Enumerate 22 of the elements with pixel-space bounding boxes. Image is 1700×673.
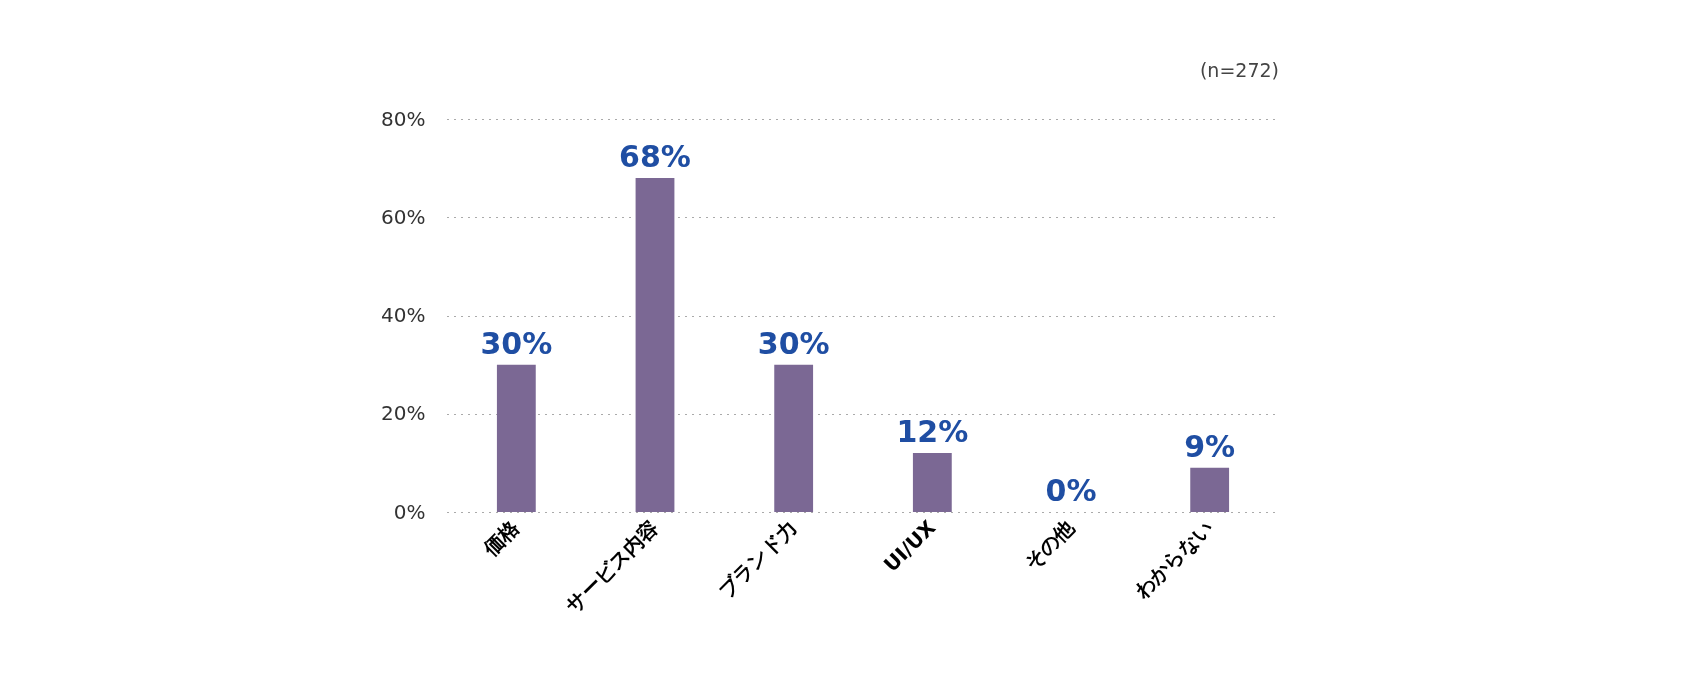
bar — [1190, 467, 1230, 512]
data-label: 9% — [1184, 428, 1236, 464]
bar — [774, 364, 814, 512]
text: (n=272) — [1199, 59, 1279, 81]
bar — [912, 453, 952, 512]
x-tick-label: ブランド力 — [713, 515, 802, 603]
data-label: 68% — [619, 138, 691, 174]
y-tick-label: 40% — [381, 303, 426, 327]
bar — [635, 177, 675, 512]
y-tick-label: 20% — [381, 401, 426, 426]
data-label: 30% — [480, 325, 553, 361]
data-label: 12% — [896, 414, 969, 450]
x-tick-label: わからない — [1129, 515, 1218, 604]
y-tick-label: 60% — [381, 204, 426, 229]
y-tick-label: 0% — [393, 499, 426, 524]
data-label: 30% — [757, 325, 830, 361]
y-tick-label: 80% — [381, 106, 426, 131]
data-label: 0% — [1045, 473, 1097, 508]
x-tick-label: サービス内容 — [560, 515, 663, 618]
bar — [496, 364, 536, 512]
x-tick-label: 価格 — [478, 514, 525, 562]
x-tick-label: その他 — [1019, 514, 1080, 575]
